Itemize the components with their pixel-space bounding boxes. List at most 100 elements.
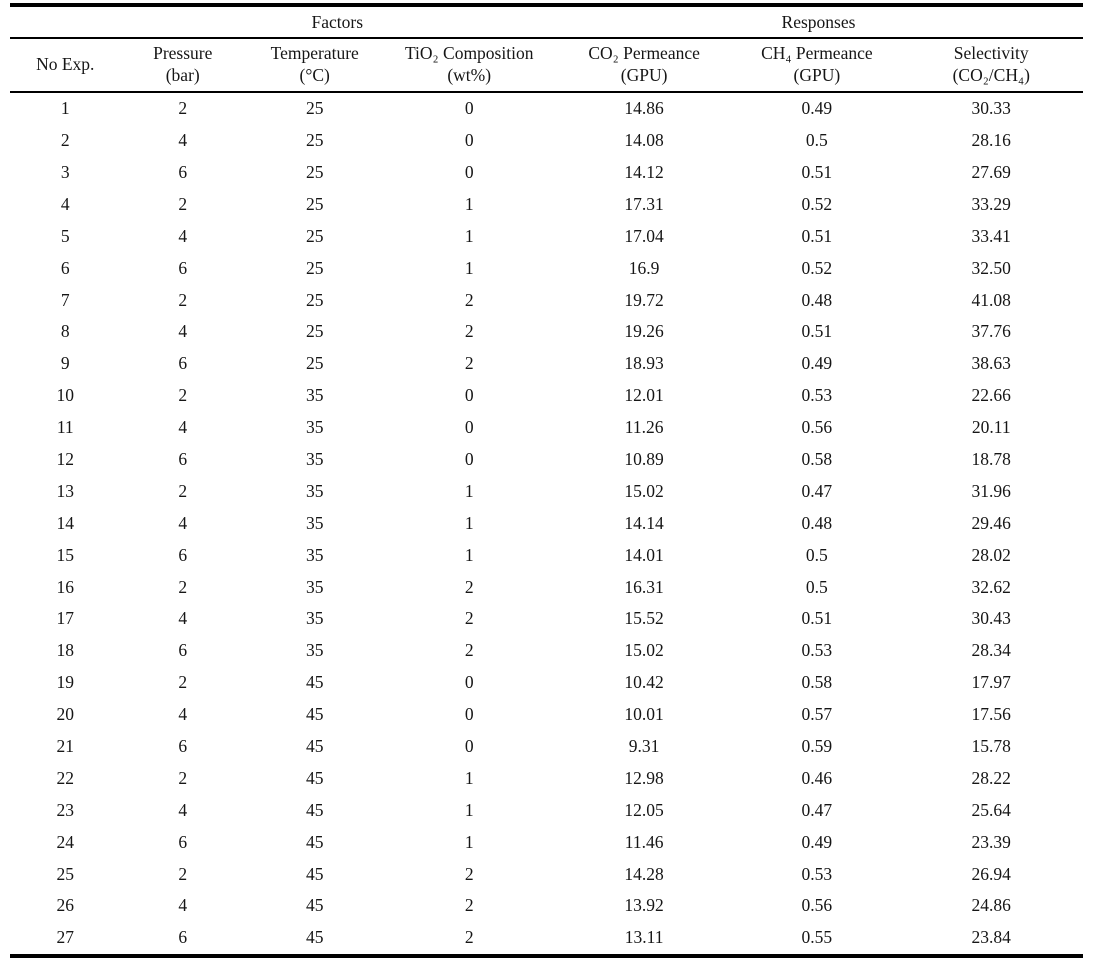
table-row: 18 6 35 2 15.02 0.53 28.34 <box>10 635 1083 667</box>
table-row: 16 2 35 2 16.31 0.5 32.62 <box>10 571 1083 603</box>
cell: 12.01 <box>624 385 664 406</box>
cell: 6 <box>178 640 188 661</box>
cell: 0 <box>464 385 474 406</box>
cell: 27 <box>56 927 75 948</box>
cell: 16 <box>56 576 75 597</box>
cell: 30.33 <box>971 98 1011 119</box>
cell: 45 <box>305 863 324 884</box>
cell: 24 <box>56 831 75 852</box>
table-row: 19 2 45 0 10.42 0.58 17.97 <box>10 667 1083 699</box>
cell: 4 <box>178 704 188 725</box>
table-row: 10 2 35 0 12.01 0.53 22.66 <box>10 380 1083 412</box>
cell: 0.51 <box>801 321 833 342</box>
group-header-responses: Responses <box>553 5 1083 39</box>
cell: 2 <box>178 672 188 693</box>
cell: 9.31 <box>628 736 660 756</box>
cell: 2 <box>464 321 474 342</box>
cell: 32.50 <box>971 257 1011 278</box>
cell: 0.5 <box>805 544 828 565</box>
group-header-row: Factors Responses <box>10 5 1083 39</box>
experiment-table: Factors Responses No Exp. Pressure (bar)… <box>10 3 1083 959</box>
column-header-temperature: Temperature (°C) <box>244 38 385 93</box>
cell: 19 <box>56 672 75 693</box>
cell: 25 <box>305 257 324 278</box>
table-row: 5 4 25 1 17.04 0.51 33.41 <box>10 221 1083 253</box>
cell: 6 <box>178 448 188 469</box>
cell: 37.76 <box>971 321 1011 342</box>
cell: 4 <box>178 321 188 342</box>
cell: 2 <box>464 640 474 661</box>
cell: 0.52 <box>801 193 833 214</box>
cell: 25 <box>305 289 324 310</box>
cell: 9 <box>60 353 70 374</box>
cell: 4 <box>178 225 188 246</box>
column-label: CO₂ Permeance <box>588 43 700 64</box>
cell: 38.63 <box>971 353 1011 374</box>
column-header-selectivity: Selectivity (CO₂/CH₄) <box>899 38 1083 93</box>
cell: 41.08 <box>971 289 1011 310</box>
column-label: No Exp. <box>36 54 95 75</box>
cell: 45 <box>305 736 324 756</box>
column-label: Selectivity <box>953 43 1029 64</box>
table-row: 9 6 25 2 18.93 0.49 38.63 <box>10 348 1083 380</box>
column-unit: (bar) <box>165 65 200 85</box>
cell: 1 <box>464 799 474 820</box>
cell: 35 <box>305 640 324 661</box>
cell: 0.56 <box>801 895 833 916</box>
cell: 1 <box>464 544 474 565</box>
group-header-spacer <box>10 5 121 39</box>
cell: 6 <box>178 927 188 948</box>
table-row: 7 2 25 2 19.72 0.48 41.08 <box>10 284 1083 316</box>
cell: 25 <box>305 353 324 374</box>
cell: 29.46 <box>971 512 1011 533</box>
cell: 17.97 <box>971 672 1011 693</box>
cell: 1 <box>464 831 474 852</box>
cell: 33.41 <box>971 225 1011 246</box>
cell: 1 <box>60 98 70 119</box>
cell: 0.49 <box>801 98 833 119</box>
cell: 12 <box>56 448 75 469</box>
cell: 0.49 <box>801 831 833 852</box>
cell: 28.22 <box>971 767 1011 788</box>
cell: 22.66 <box>971 385 1011 406</box>
cell: 14 <box>56 512 75 533</box>
cell: 6 <box>178 257 188 278</box>
cell: 2 <box>464 895 474 916</box>
cell: 16.31 <box>624 576 664 597</box>
cell: 14.14 <box>624 512 664 533</box>
cell: 18 <box>56 640 75 661</box>
cell: 35 <box>305 576 324 597</box>
column-label: CH₄ Permeance <box>761 43 873 64</box>
cell: 15.02 <box>624 480 664 501</box>
table-row: 15 6 35 1 14.01 0.5 28.02 <box>10 539 1083 571</box>
table-row: 2 4 25 0 14.08 0.5 28.16 <box>10 125 1083 157</box>
cell: 2 <box>464 863 474 884</box>
cell: 17.04 <box>624 225 664 246</box>
table-row: 22 2 45 1 12.98 0.46 28.22 <box>10 763 1083 795</box>
table-row: 4 2 25 1 17.31 0.52 33.29 <box>10 189 1083 221</box>
cell: 35 <box>305 608 324 629</box>
cell: 0.51 <box>801 161 833 182</box>
cell: 27.69 <box>971 161 1011 182</box>
cell: 10 <box>56 385 75 406</box>
cell: 2 <box>178 863 188 884</box>
cell: 35 <box>305 417 324 438</box>
cell: 6 <box>178 736 188 756</box>
cell: 0.56 <box>801 417 833 438</box>
cell: 45 <box>305 767 324 788</box>
cell: 28.34 <box>971 640 1011 661</box>
cell: 25 <box>305 193 324 214</box>
column-label: Temperature <box>270 43 359 64</box>
cell: 5 <box>60 225 70 246</box>
cell: 25 <box>305 130 324 151</box>
cell: 15.02 <box>624 640 664 661</box>
cell: 35 <box>305 480 324 501</box>
cell: 1 <box>464 767 474 788</box>
cell: 35 <box>305 385 324 406</box>
cell: 1 <box>464 225 474 246</box>
cell: 6 <box>178 831 188 852</box>
cell: 35 <box>305 448 324 469</box>
cell: 0.59 <box>801 736 833 756</box>
cell: 14.08 <box>624 130 664 151</box>
